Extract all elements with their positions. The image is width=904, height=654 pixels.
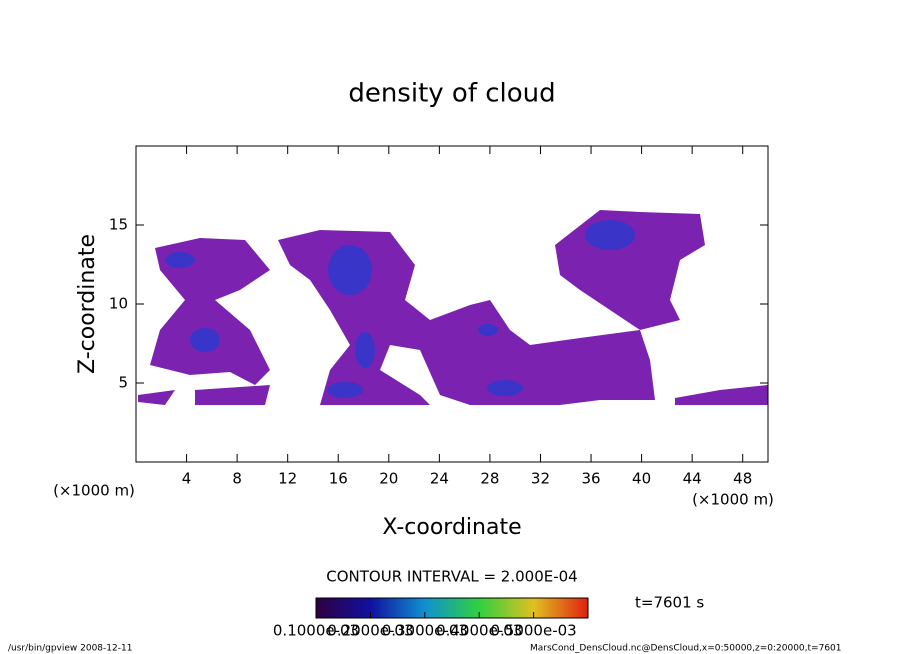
footer: MarsCond_DensCloud.nc@DensCloud,x=0:5000… (530, 644, 842, 654)
x-tick-label: 48 (733, 470, 752, 488)
footer: /usr/bin/gpview 2008-12-11 (8, 644, 132, 654)
time-label: t=7601 s (635, 594, 704, 612)
chart-title: density of cloud (348, 79, 555, 109)
plot-frame (135, 145, 769, 463)
x-tick-label: 32 (531, 470, 550, 488)
cloud-field (138, 210, 768, 405)
x-tick-label: 4 (182, 470, 192, 488)
contour-interval: CONTOUR INTERVAL = 2.000E-04 (326, 568, 577, 586)
y-tick-label: 15 (109, 216, 128, 234)
colorbar-tick-label: 0.3000e-03 (382, 622, 468, 640)
y-tick-label: 5 (118, 374, 128, 392)
colorbar-tick-label: 0.1000e-03 (273, 622, 359, 640)
x-tick-label: 20 (379, 470, 398, 488)
x-tick-label: 28 (480, 470, 499, 488)
colorbar-tick-label: 0.2000e-03 (327, 622, 413, 640)
colorbar-tick-label: 0.5000e-03 (490, 622, 576, 640)
x-tick-label: 36 (581, 470, 600, 488)
colorbar (315, 597, 589, 619)
x-tick-label: 44 (683, 470, 702, 488)
y-tick-label: 10 (109, 295, 128, 313)
x-tick-label: 40 (632, 470, 651, 488)
x-unit: (×1000 m) (692, 491, 774, 509)
x-tick-label: 16 (329, 470, 348, 488)
x-unit: (×1000 m) (53, 482, 135, 500)
y-axis-label: Z-coordinate (75, 234, 100, 374)
colorbar-tick-label: 0.4000e-03 (436, 622, 522, 640)
x-axis-label: X-coordinate (382, 515, 521, 540)
cloud-core (165, 220, 635, 398)
x-tick-label: 8 (232, 470, 242, 488)
x-tick-label: 24 (430, 470, 449, 488)
x-tick-label: 12 (278, 470, 297, 488)
